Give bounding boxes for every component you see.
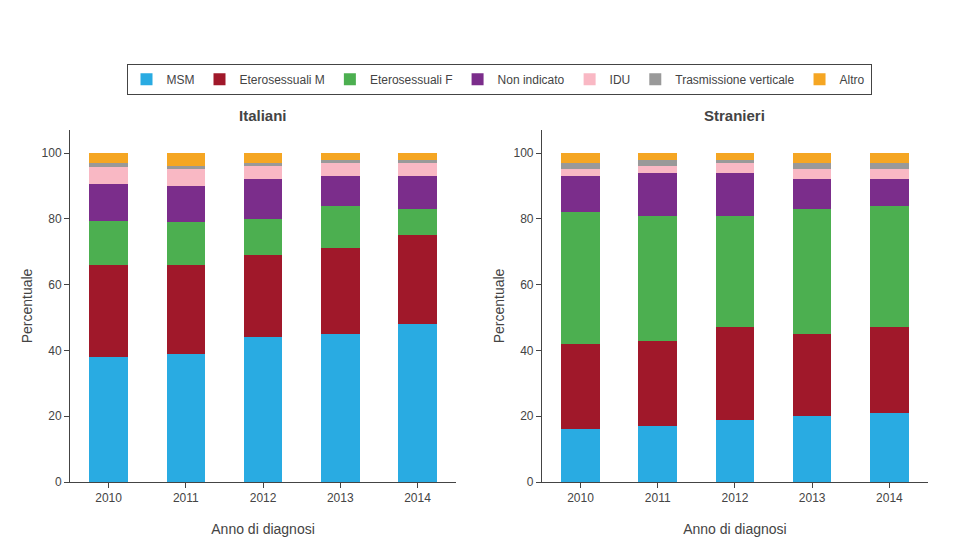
svg-text:20: 20 — [520, 409, 534, 423]
svg-text:20: 20 — [48, 409, 62, 423]
svg-text:Italiani: Italiani — [239, 107, 287, 124]
svg-text:60: 60 — [48, 278, 62, 292]
svg-text:Anno di diagnosi: Anno di diagnosi — [211, 521, 315, 537]
svg-text:60: 60 — [520, 278, 534, 292]
svg-text:2011: 2011 — [645, 491, 671, 505]
svg-text:2011: 2011 — [173, 491, 199, 505]
svg-text:Eterosessuali M: Eterosessuali M — [240, 73, 325, 87]
svg-text:Anno di diagnosi: Anno di diagnosi — [683, 521, 787, 537]
svg-text:40: 40 — [520, 344, 534, 358]
svg-text:100: 100 — [42, 146, 62, 160]
svg-text:2014: 2014 — [876, 491, 903, 505]
svg-text:2013: 2013 — [327, 491, 354, 505]
svg-text:40: 40 — [48, 344, 62, 358]
svg-text:0: 0 — [55, 475, 62, 489]
svg-text:Percentuale: Percentuale — [19, 268, 35, 343]
svg-text:Percentuale: Percentuale — [491, 268, 507, 343]
svg-text:2012: 2012 — [722, 491, 749, 505]
svg-text:Non indicato: Non indicato — [498, 73, 565, 87]
svg-text:2010: 2010 — [567, 491, 594, 505]
svg-text:Trasmissione verticale: Trasmissione verticale — [675, 73, 794, 87]
svg-text:Altro: Altro — [840, 73, 865, 87]
svg-text:MSM: MSM — [167, 73, 195, 87]
svg-text:Eterosessuali F: Eterosessuali F — [370, 73, 453, 87]
svg-text:2014: 2014 — [404, 491, 431, 505]
svg-text:Stranieri: Stranieri — [704, 107, 765, 124]
svg-text:80: 80 — [48, 212, 62, 226]
svg-text:2012: 2012 — [250, 491, 277, 505]
svg-text:2010: 2010 — [95, 491, 122, 505]
svg-text:100: 100 — [513, 146, 533, 160]
svg-text:IDU: IDU — [610, 73, 631, 87]
svg-text:80: 80 — [520, 212, 534, 226]
svg-text:2013: 2013 — [799, 491, 826, 505]
svg-text:0: 0 — [527, 475, 534, 489]
